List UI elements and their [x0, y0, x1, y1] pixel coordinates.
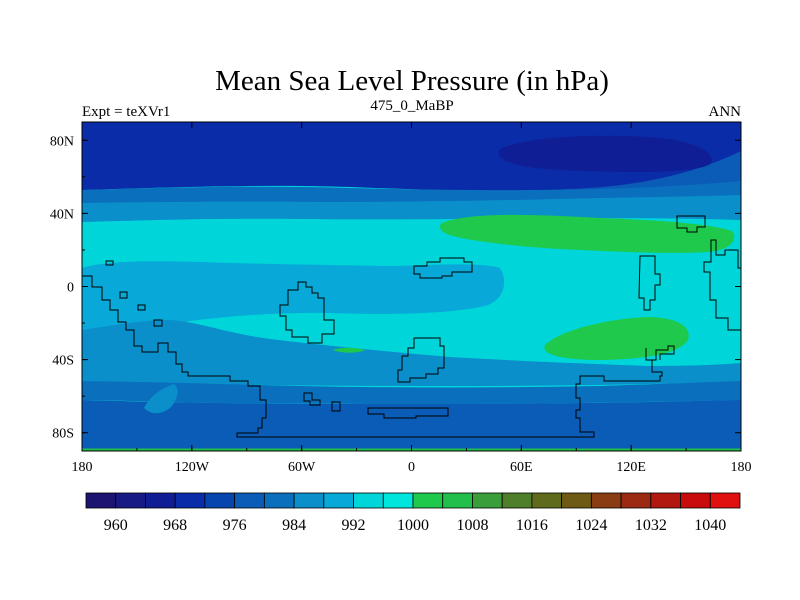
pressure-region-south-trough-upper — [82, 320, 741, 386]
y-axis: 80N 40N 0 40S 80S — [50, 134, 741, 442]
x-tick-label: 0 — [408, 460, 415, 475]
continent-outline-mid-southern — [279, 281, 335, 344]
x-tick-label: 120W — [175, 460, 210, 475]
right-string: ANN — [709, 104, 742, 120]
y-tick-label: 40N — [50, 207, 74, 222]
x-tick-label: 180 — [72, 460, 93, 475]
continent-outline-south-east-fragment — [652, 345, 675, 361]
colorbar-swatch — [382, 492, 414, 509]
colorbar-label: 960 — [104, 517, 128, 534]
left-string: Expt = teXVr1 — [82, 104, 170, 120]
colorbar-swatch — [620, 492, 652, 509]
colorbar-swatch — [293, 492, 325, 509]
continent-outline-south-center — [397, 337, 445, 383]
continent-outline-islet-3 — [153, 319, 163, 327]
colorbar-label: 1008 — [456, 517, 488, 534]
colorbar-label: 1032 — [635, 517, 667, 534]
pressure-region-arctic-deep-low — [498, 135, 712, 173]
continent-outline-east-large — [676, 215, 706, 233]
y-tick-label: 80S — [52, 427, 74, 442]
x-tick-label: 120E — [616, 460, 646, 475]
continent-outline-west-coast — [82, 275, 663, 438]
continent-outline-islet-1 — [105, 260, 114, 266]
colorbar-swatch — [145, 492, 176, 509]
colorbar-swatch — [263, 492, 295, 509]
colorbar-label: 992 — [342, 517, 366, 534]
continent-outline-south-strip — [367, 407, 449, 419]
colorbar-swatch — [115, 492, 146, 509]
pressure-region-south-high-atlantic — [333, 347, 365, 353]
continent-outline-islet-4 — [137, 304, 146, 311]
colorbar-label: 1024 — [575, 517, 607, 534]
y-tick-label: 0 — [67, 281, 74, 296]
pressure-region-equatorial-trough — [82, 261, 505, 336]
colorbar-swatch — [650, 492, 681, 509]
pressure-region-south-high-east — [544, 317, 689, 360]
colorbar-swatch — [204, 492, 236, 509]
pressure-region-south-lobe — [144, 384, 178, 414]
colorbar: 960 968 976 984 992 1000 1008 1016 1024 1032 1040 — [85, 492, 741, 534]
colorbar-swatch — [412, 492, 444, 509]
colorbar-swatch — [501, 492, 533, 509]
colorbar-label: 1016 — [516, 517, 548, 534]
x-tick-label: 60E — [510, 460, 533, 475]
pressure-region-north-high — [439, 214, 735, 253]
colorbar-swatch — [531, 492, 563, 509]
colorbar-swatch — [709, 492, 741, 509]
plot-area — [82, 122, 741, 451]
colorbar-label: 976 — [223, 517, 247, 534]
y-tick-label: 40S — [52, 354, 74, 369]
x-tick-label: 180 — [731, 460, 752, 475]
x-axis: 180 120W 60W 0 60E 120E 180 — [72, 122, 752, 475]
colorbar-label: 1040 — [694, 517, 726, 534]
colorbar-swatch — [234, 492, 265, 509]
colorbar-swatch — [590, 492, 622, 509]
colorbar-label: 984 — [282, 517, 306, 534]
continent-outline-east-coast — [703, 239, 741, 331]
colorbar-swatch — [353, 492, 384, 509]
colorbar-label: 968 — [163, 517, 187, 534]
colorbar-swatch — [442, 492, 473, 509]
colorbar-swatch — [85, 492, 117, 509]
colorbar-swatch — [561, 492, 592, 509]
continent-outline-east-chain — [638, 255, 661, 311]
colorbar-swatch — [680, 492, 711, 509]
colorbar-swatch — [472, 492, 503, 509]
chart-title: Mean Sea Level Pressure (in hPa) — [215, 65, 609, 97]
continent-outlines — [82, 215, 741, 438]
continent-outline-islet-2 — [119, 291, 128, 299]
continent-outline-island-b — [331, 401, 341, 412]
x-tick-label: 60W — [288, 460, 316, 475]
colorbar-swatch — [174, 492, 206, 509]
center-string: 475_0_MaBP — [370, 98, 453, 114]
continent-outline-island-a — [303, 392, 321, 406]
colorbar-swatch — [323, 492, 354, 509]
colorbar-label: 1000 — [397, 517, 429, 534]
pressure-region-north-band-990 — [82, 195, 741, 222]
continent-outline-equatorial-north — [413, 257, 473, 279]
y-tick-label: 80N — [50, 134, 74, 149]
